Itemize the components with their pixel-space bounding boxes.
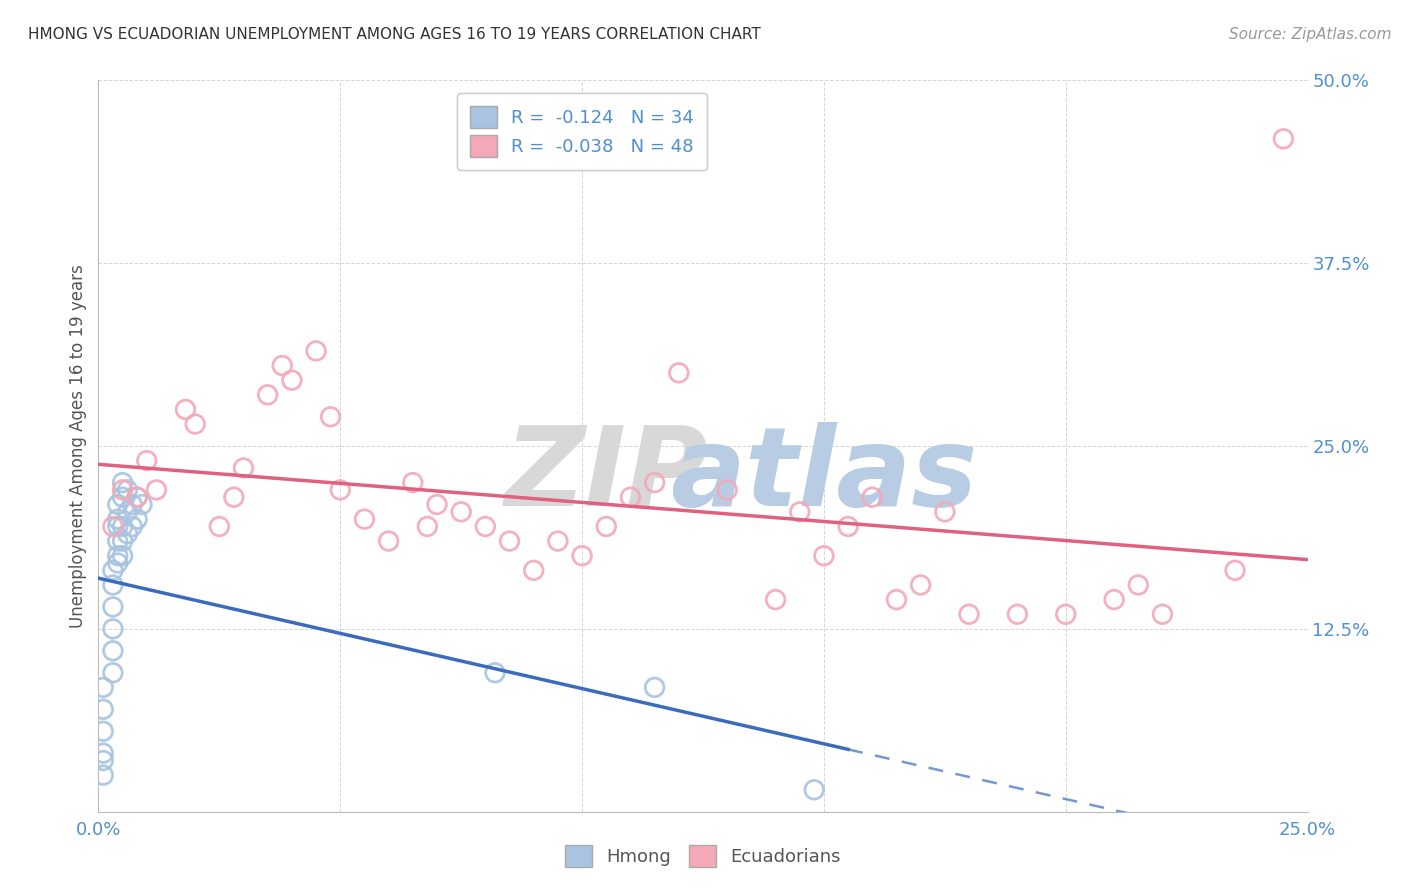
Point [107, 512, 129, 526]
Point [668, 366, 690, 380]
Point [101, 665, 124, 680]
Point [716, 483, 738, 497]
Text: HMONG VS ECUADORIAN UNEMPLOYMENT AMONG AGES 16 TO 19 YEARS CORRELATION CHART: HMONG VS ECUADORIAN UNEMPLOYMENT AMONG A… [28, 27, 761, 42]
Point [91, 702, 114, 716]
Legend: R =  -0.124   N = 34, R =  -0.038   N = 48: R = -0.124 N = 34, R = -0.038 N = 48 [457, 93, 707, 169]
Point [111, 534, 134, 549]
Point [111, 475, 134, 490]
Point [101, 578, 124, 592]
Point [91, 768, 114, 782]
Point [789, 505, 811, 519]
Point [111, 549, 134, 563]
Point [184, 417, 207, 431]
Point [101, 599, 124, 614]
Text: Source: ZipAtlas.com: Source: ZipAtlas.com [1229, 27, 1392, 42]
Point [208, 519, 231, 533]
Point [107, 498, 129, 512]
Point [111, 490, 134, 504]
Point [910, 578, 932, 592]
Point [117, 505, 139, 519]
Point [111, 519, 134, 533]
Point [232, 461, 254, 475]
Point [1272, 132, 1295, 146]
Point [416, 519, 439, 533]
Point [765, 592, 787, 607]
Point [484, 665, 506, 680]
Point [107, 549, 129, 563]
Point [91, 754, 114, 768]
Point [547, 534, 569, 549]
Point [803, 782, 825, 797]
Point [101, 622, 124, 636]
Point [813, 549, 835, 563]
Point [107, 556, 129, 570]
Point [402, 475, 425, 490]
Point [127, 490, 149, 504]
Point [135, 453, 157, 467]
Y-axis label: Unemployment Among Ages 16 to 19 years: Unemployment Among Ages 16 to 19 years [69, 264, 87, 628]
Point [329, 483, 352, 497]
Point [377, 534, 399, 549]
Point [886, 592, 908, 607]
Point [619, 490, 641, 504]
Point [101, 644, 124, 658]
Point [319, 409, 342, 424]
Point [256, 388, 278, 402]
Point [644, 475, 666, 490]
Point [450, 505, 472, 519]
Point [117, 483, 139, 497]
Point [837, 519, 859, 533]
Point [860, 490, 883, 504]
Point [353, 512, 375, 526]
Point [91, 746, 114, 760]
Point [281, 373, 304, 387]
Point [111, 483, 134, 497]
Point [957, 607, 980, 622]
Point [121, 519, 143, 533]
Point [222, 490, 245, 504]
Point [101, 519, 124, 533]
Point [1128, 578, 1150, 592]
Point [1152, 607, 1174, 622]
Point [523, 563, 546, 577]
Point [426, 498, 449, 512]
Point [127, 512, 149, 526]
Text: ZIP: ZIP [505, 422, 709, 529]
Point [498, 534, 520, 549]
Point [91, 724, 114, 739]
Point [644, 681, 666, 695]
Point [595, 519, 617, 533]
Point [271, 359, 294, 373]
Point [1223, 563, 1246, 577]
Point [101, 563, 124, 577]
Point [121, 498, 143, 512]
Point [91, 681, 114, 695]
Point [127, 490, 149, 504]
Point [305, 343, 328, 358]
Point [145, 483, 167, 497]
Text: atlas: atlas [671, 422, 977, 529]
Point [934, 505, 956, 519]
Point [107, 519, 129, 533]
Point [1102, 592, 1125, 607]
Point [571, 549, 593, 563]
Point [1007, 607, 1029, 622]
Point [1054, 607, 1077, 622]
Point [107, 534, 129, 549]
Point [117, 526, 139, 541]
Point [131, 498, 153, 512]
Point [174, 402, 197, 417]
Point [474, 519, 496, 533]
Legend: Hmong, Ecuadorians: Hmong, Ecuadorians [558, 838, 848, 874]
